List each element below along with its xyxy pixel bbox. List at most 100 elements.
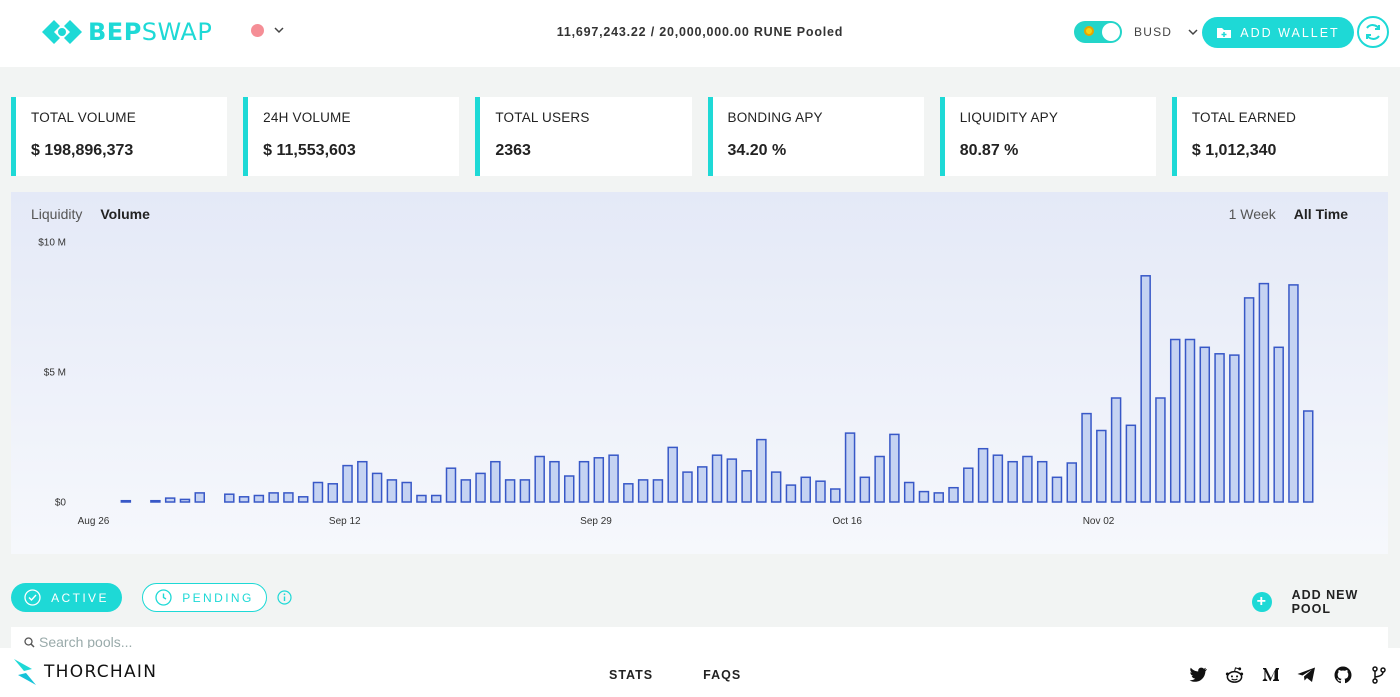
chart-bar[interactable] bbox=[416, 494, 427, 503]
chart-bar[interactable] bbox=[933, 492, 944, 503]
chart-bar[interactable] bbox=[1140, 275, 1151, 503]
chart-bar[interactable] bbox=[1169, 338, 1181, 503]
chart-bar[interactable] bbox=[1273, 346, 1284, 503]
chart-bar[interactable] bbox=[1243, 297, 1255, 503]
chart-bar[interactable] bbox=[844, 432, 856, 503]
chart-bar[interactable] bbox=[726, 458, 738, 503]
chart-bar[interactable] bbox=[608, 454, 619, 503]
chart-bar[interactable] bbox=[711, 454, 723, 503]
chart-bar[interactable] bbox=[253, 494, 265, 503]
thorchain-logo[interactable]: THORCHAIN bbox=[12, 657, 157, 687]
chart-bar[interactable] bbox=[179, 498, 191, 503]
chart-bar[interactable] bbox=[283, 492, 294, 503]
chart-bar[interactable] bbox=[1302, 410, 1314, 503]
add-wallet-button[interactable]: ADD WALLET bbox=[1202, 17, 1354, 48]
chart-bar[interactable] bbox=[549, 460, 560, 503]
chart-bar[interactable] bbox=[401, 481, 412, 503]
tab-all-time[interactable]: All Time bbox=[1293, 206, 1348, 222]
chart-bar[interactable] bbox=[150, 499, 161, 503]
chart-bar[interactable] bbox=[194, 492, 205, 503]
reddit-icon[interactable] bbox=[1225, 665, 1244, 684]
chart-bar[interactable] bbox=[224, 493, 235, 503]
chart-bar[interactable] bbox=[1288, 284, 1299, 503]
chart-bar[interactable] bbox=[1110, 397, 1122, 503]
twitter-icon[interactable] bbox=[1189, 665, 1208, 684]
theme-toggle[interactable] bbox=[1074, 21, 1122, 43]
info-icon[interactable] bbox=[277, 590, 292, 605]
chart-bar[interactable] bbox=[637, 479, 649, 503]
chart-bar[interactable] bbox=[1258, 282, 1270, 503]
active-pools-button[interactable]: ACTIVE bbox=[11, 583, 122, 612]
chart-bar[interactable] bbox=[918, 490, 930, 503]
chart-bar[interactable] bbox=[977, 447, 989, 503]
chart-bar[interactable] bbox=[312, 481, 324, 503]
chart-bar[interactable] bbox=[1229, 354, 1240, 503]
chart-bar[interactable] bbox=[268, 492, 279, 503]
refresh-button[interactable] bbox=[1357, 16, 1389, 48]
chart-bar[interactable] bbox=[903, 481, 915, 503]
chart-bar[interactable] bbox=[623, 483, 634, 503]
chart-bar[interactable] bbox=[830, 488, 841, 503]
stats-link[interactable]: STATS bbox=[609, 668, 654, 682]
chart-bar[interactable] bbox=[682, 471, 693, 503]
github-icon[interactable] bbox=[1333, 665, 1352, 684]
chart-bar[interactable] bbox=[504, 479, 516, 503]
chart-bar[interactable] bbox=[1214, 353, 1225, 503]
chart-bar[interactable] bbox=[1155, 397, 1166, 503]
chart-bar[interactable] bbox=[859, 476, 871, 503]
faqs-link[interactable]: FAQS bbox=[703, 668, 742, 682]
chart-bar[interactable] bbox=[770, 471, 782, 503]
chart-bar[interactable] bbox=[238, 496, 250, 503]
chart-bar[interactable] bbox=[534, 455, 545, 503]
chart-bar[interactable] bbox=[815, 480, 826, 503]
tab-1-week[interactable]: 1 Week bbox=[1228, 206, 1276, 222]
chart-bar[interactable] bbox=[1051, 476, 1063, 503]
network-status-dropdown[interactable] bbox=[251, 24, 284, 37]
chart-bar[interactable] bbox=[697, 466, 708, 503]
chart-bar[interactable] bbox=[963, 467, 974, 503]
chart-bar[interactable] bbox=[948, 486, 959, 503]
chart-bar[interactable] bbox=[1096, 429, 1107, 503]
tab-liquidity[interactable]: Liquidity bbox=[31, 206, 83, 222]
bepswap-logo[interactable]: BEPSWAP bbox=[40, 17, 212, 47]
chart-bar[interactable] bbox=[490, 460, 501, 503]
add-new-pool-button[interactable]: + ADD NEW POOL bbox=[1252, 588, 1400, 616]
chart-bar[interactable] bbox=[386, 479, 398, 503]
chart-bar[interactable] bbox=[1184, 338, 1196, 503]
chart-bar[interactable] bbox=[563, 475, 575, 503]
pending-pools-button[interactable]: PENDING bbox=[142, 583, 267, 612]
chart-bar[interactable] bbox=[578, 460, 590, 503]
medium-icon[interactable] bbox=[1261, 665, 1280, 684]
chart-bar[interactable] bbox=[475, 472, 486, 503]
chart-bar[interactable] bbox=[519, 479, 531, 503]
chart-bar[interactable] bbox=[992, 454, 1004, 503]
chart-bar[interactable] bbox=[1081, 412, 1092, 503]
chart-bar[interactable] bbox=[1199, 346, 1211, 503]
base-token-select[interactable]: BUSD bbox=[1134, 25, 1198, 39]
chart-bar[interactable] bbox=[120, 499, 132, 503]
chart-bar[interactable] bbox=[1007, 460, 1018, 503]
chart-bar[interactable] bbox=[756, 438, 767, 503]
telegram-icon[interactable] bbox=[1297, 665, 1316, 684]
chart-bar[interactable] bbox=[430, 494, 442, 503]
chart-bar[interactable] bbox=[297, 496, 309, 503]
chart-bar[interactable] bbox=[327, 483, 339, 503]
chart-bar[interactable] bbox=[1066, 462, 1078, 503]
chart-bar[interactable] bbox=[1125, 424, 1137, 503]
chart-bar[interactable] bbox=[445, 467, 457, 503]
chart-bar[interactable] bbox=[785, 484, 797, 503]
chart-bar[interactable] bbox=[371, 472, 383, 503]
chart-bar[interactable] bbox=[357, 460, 368, 503]
chart-bar[interactable] bbox=[164, 497, 176, 503]
chart-bar[interactable] bbox=[889, 433, 900, 503]
tab-volume[interactable]: Volume bbox=[100, 206, 150, 222]
chart-bar[interactable] bbox=[652, 479, 664, 503]
chart-bar[interactable] bbox=[342, 464, 353, 503]
chart-bar[interactable] bbox=[1022, 455, 1033, 503]
chart-bar[interactable] bbox=[800, 476, 811, 503]
chart-bar[interactable] bbox=[1036, 460, 1048, 503]
chart-bar[interactable] bbox=[593, 457, 605, 503]
git-branch-icon[interactable] bbox=[1369, 665, 1388, 684]
chart-bar[interactable] bbox=[460, 479, 472, 503]
chart-bar[interactable] bbox=[741, 470, 752, 503]
